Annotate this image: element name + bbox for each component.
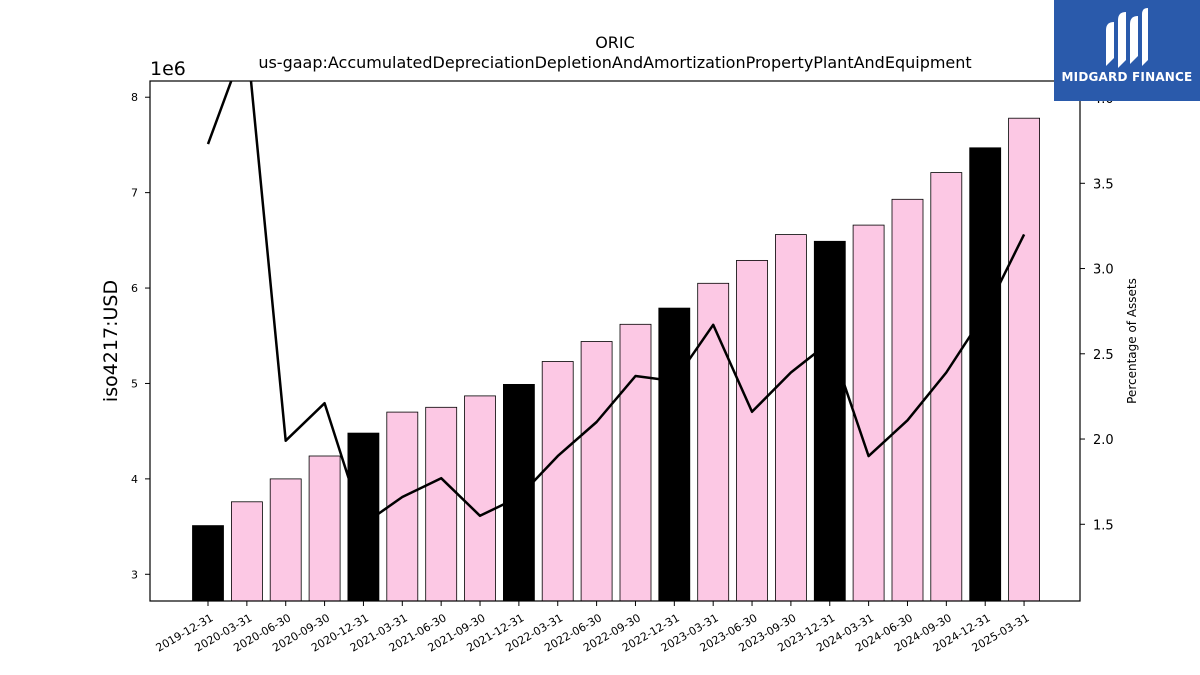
bar-2023-12-31 bbox=[813, 240, 846, 602]
x-ticks-group: 2019-12-312020-03-312020-06-302020-09-30… bbox=[154, 601, 1032, 655]
y2-tick-label: 3.5 bbox=[1093, 177, 1114, 192]
bar-2021-09-30 bbox=[464, 395, 496, 602]
midgard-logo-icon bbox=[1106, 8, 1148, 68]
logo-text: MIDGARD FINANCE bbox=[1061, 70, 1193, 84]
bar-2021-06-30 bbox=[425, 406, 458, 602]
bar-2020-03-31 bbox=[230, 501, 263, 602]
y-tick-label: 7 bbox=[131, 187, 138, 200]
y-axis-label: iso4217:USD bbox=[100, 280, 122, 402]
bar-2024-03-31 bbox=[852, 224, 885, 602]
bar-2020-09-30 bbox=[308, 455, 341, 602]
bars-group bbox=[192, 117, 1040, 602]
bar-2021-12-31 bbox=[502, 383, 535, 602]
bar-2023-09-30 bbox=[775, 234, 807, 602]
y-tick-label: 5 bbox=[131, 377, 138, 390]
chart-subtitle: us-gaap:AccumulatedDepreciationDepletion… bbox=[258, 53, 971, 72]
y-tick-label: 4 bbox=[131, 473, 138, 486]
bar-2024-06-30 bbox=[891, 198, 924, 602]
y-tick-label: 8 bbox=[131, 91, 138, 104]
y2-ticks-group: 1.52.02.53.03.54.0 bbox=[1080, 92, 1114, 533]
y-tick-label: 6 bbox=[131, 282, 138, 295]
chart-title: ORIC bbox=[595, 33, 635, 52]
bar-2019-12-31 bbox=[192, 525, 224, 602]
bar-2023-03-31 bbox=[697, 282, 730, 602]
bar-2022-09-30 bbox=[619, 323, 652, 602]
plot-frame bbox=[149, 80, 1081, 602]
line-group bbox=[206, 81, 1026, 526]
y2-tick-label: 3.0 bbox=[1093, 263, 1114, 278]
bar-2022-12-31 bbox=[658, 307, 691, 602]
y-ticks-group: 3 4 5 6 7 8 bbox=[131, 91, 150, 581]
y-tick-label: 3 bbox=[131, 568, 138, 581]
y2-tick-label: 2.5 bbox=[1093, 348, 1114, 363]
bar-2020-06-30 bbox=[269, 478, 302, 602]
y-offset-label: 1e6 bbox=[150, 58, 186, 80]
y2-tick-label: 1.5 bbox=[1093, 518, 1114, 533]
midgard-logo: MIDGARD FINANCE bbox=[1054, 0, 1200, 101]
bar-2023-06-30 bbox=[736, 259, 768, 602]
bar-2021-03-31 bbox=[386, 411, 419, 602]
bar-2022-06-30 bbox=[580, 341, 613, 602]
percentage-line bbox=[206, 81, 1026, 526]
y2-axis-label: Percentage of Assets bbox=[1125, 278, 1139, 404]
bar-2025-03-31 bbox=[1008, 117, 1040, 602]
bar-2022-03-31 bbox=[541, 361, 574, 602]
bar-2024-12-31 bbox=[969, 147, 1002, 602]
y2-tick-label: 2.0 bbox=[1093, 433, 1114, 448]
